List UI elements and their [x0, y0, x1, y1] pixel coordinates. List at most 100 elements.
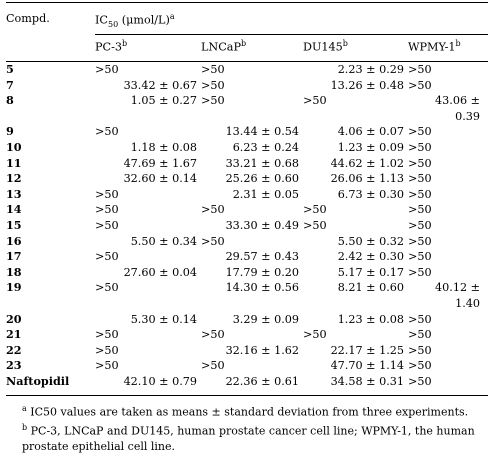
- lncap-value: 14.30 ± 0.56: [225, 281, 299, 295]
- table-row: 17 >50 29.57 ± 0.43 2.42 ± 0.30 >50: [6, 249, 488, 265]
- wpmy1-value: >50: [408, 343, 432, 357]
- table-row: 14 >50 >50 >50 >50: [6, 202, 488, 218]
- pc3-value: >50: [95, 125, 119, 139]
- ic50-table: Compd. IC50 (μmol/L)a PC-3b LNCaPb DU145…: [6, 3, 489, 390]
- pc3-value: 27.60 ± 0.04: [123, 265, 197, 279]
- table-row: 22 >50 32.16 ± 1.62 22.17 ± 1.25 >50: [6, 343, 488, 359]
- wpmy1-value: >50: [408, 172, 432, 186]
- du145-value: >50: [303, 203, 327, 217]
- du145-value: 1.23 ± 0.08: [337, 312, 404, 326]
- wpmy1-value: >50: [408, 265, 432, 279]
- lncap-value: 3.29 ± 0.09: [232, 312, 299, 326]
- wpmy1-value: >50: [408, 125, 432, 139]
- table-row: 18 27.60 ± 0.04 17.79 ± 0.20 5.17 ± 0.17 >50: [6, 265, 488, 281]
- lncap-value: 13.44 ± 0.54: [225, 125, 299, 139]
- wpmy1-value: >50: [408, 328, 432, 342]
- wpmy1-value: >50: [408, 203, 432, 217]
- du145-value: >50: [303, 94, 327, 108]
- table-row: 5 >50 >50 2.23 ± 0.29 >50: [6, 60, 489, 78]
- pc3-value: >50: [95, 328, 119, 342]
- du145-value: 34.58 ± 0.31: [330, 374, 404, 388]
- du145-value: 13.26 ± 0.48: [330, 78, 404, 92]
- du145-value: 5.17 ± 0.17: [337, 265, 404, 279]
- pc3-value: 42.10 ± 0.79: [123, 374, 197, 388]
- col-header-wpmy1: WPMY-1b: [408, 34, 489, 62]
- compound-id: 21: [6, 327, 22, 342]
- wpmy1-value: >50: [408, 187, 432, 201]
- table-row: 10 1.18 ± 0.08 6.23 ± 0.24 1.23 ± 0.09 >50: [6, 140, 488, 156]
- pc3-value: >50: [95, 187, 119, 201]
- lncap-value: >50: [201, 328, 225, 342]
- top-rule: [6, 2, 488, 3]
- lncap-value: 22.36 ± 0.61: [225, 374, 299, 388]
- table-row: Naftopidil 42.10 ± 0.79 22.36 ± 0.61 34.58 …: [6, 374, 488, 390]
- col-header-lncap: LNCaPb: [201, 34, 303, 62]
- du145-value: 6.73 ± 0.30: [337, 187, 404, 201]
- wpmy1-value: >50: [408, 234, 432, 248]
- lncap-value: 29.57 ± 0.43: [225, 250, 299, 264]
- pc3-value: >50: [95, 281, 119, 295]
- table-row: 15 >50 33.30 ± 0.49 >50 >50: [6, 218, 488, 234]
- du145-value: >50: [303, 218, 327, 232]
- compound-id: 11: [6, 155, 22, 170]
- lncap-value: 25.26 ± 0.60: [225, 172, 299, 186]
- wpmy1-value: >50: [408, 374, 432, 388]
- wpmy1-value: 40.12 ± 1.40: [435, 281, 481, 310]
- ic50-header: IC50 (μmol/L)a: [95, 12, 175, 29]
- compound-id: 9: [6, 124, 14, 139]
- compound-id: 15: [6, 217, 22, 232]
- du145-value: >50: [303, 328, 327, 342]
- lncap-value: >50: [201, 60, 303, 78]
- lncap-value: 2.31 ± 0.05: [232, 187, 299, 201]
- compound-id: 22: [6, 342, 22, 357]
- lncap-value: >50: [201, 78, 225, 92]
- wpmy1-value: >50: [408, 312, 432, 326]
- wpmy1-value: 43.06 ± 0.39: [435, 94, 481, 123]
- table-row: 20 5.30 ± 0.14 3.29 ± 0.09 1.23 ± 0.08 >50: [6, 312, 488, 328]
- wpmy1-value: >50: [408, 60, 489, 78]
- compound-id: 14: [6, 202, 22, 217]
- table-row: 7 33.42 ± 0.67 >50 13.26 ± 0.48 >50: [6, 78, 488, 94]
- compound-id: 17: [6, 249, 22, 264]
- du145-value: 44.62 ± 1.02: [330, 156, 404, 170]
- pc3-value: >50: [95, 250, 119, 264]
- table-row: 19 >50 14.30 ± 0.56 8.21 ± 0.60 40.12 ± 1.40: [6, 280, 488, 311]
- pc3-value: 47.69 ± 1.67: [123, 156, 197, 170]
- pc3-value: >50: [95, 359, 119, 373]
- lncap-value: >50: [201, 234, 225, 248]
- lncap-value: >50: [201, 359, 225, 373]
- lncap-value: 33.21 ± 0.68: [225, 156, 299, 170]
- lncap-value: 33.30 ± 0.49: [225, 218, 299, 232]
- table-row: 9 >50 13.44 ± 0.54 4.06 ± 0.07 >50: [6, 124, 488, 140]
- lncap-value: >50: [201, 203, 225, 217]
- du145-value: 8.21 ± 0.60: [337, 281, 404, 295]
- pc3-value: 5.50 ± 0.34: [130, 234, 197, 248]
- compound-id: 18: [6, 264, 22, 279]
- table-row: 21 >50 >50 >50 >50: [6, 327, 488, 343]
- pc3-value: 1.18 ± 0.08: [130, 140, 197, 154]
- du145-value: 26.06 ± 1.13: [330, 172, 404, 186]
- table-row: 8 1.05 ± 0.27 >50 >50 43.06 ± 0.39: [6, 93, 488, 124]
- du145-value: 47.70 ± 1.14: [330, 359, 404, 373]
- wpmy1-value: >50: [408, 250, 432, 264]
- du145-value: 4.06 ± 0.07: [337, 125, 404, 139]
- footnote-a: a IC50 values are taken as means ± stand…: [22, 404, 469, 420]
- compd-header: Compd.: [6, 12, 50, 25]
- wpmy1-value: >50: [408, 156, 432, 170]
- compound-id: 23: [6, 358, 22, 373]
- compound-id: Naftopidil: [6, 373, 70, 388]
- compound-id: 12: [6, 171, 22, 186]
- lncap-value: 17.79 ± 0.20: [225, 265, 299, 279]
- table-row: 12 32.60 ± 0.14 25.26 ± 0.60 26.06 ± 1.13 >5…: [6, 171, 488, 187]
- compound-id: 13: [6, 186, 22, 201]
- wpmy1-value: >50: [408, 218, 432, 232]
- table-row: 11 47.69 ± 1.67 33.21 ± 0.68 44.62 ± 1.02 >5…: [6, 156, 488, 172]
- footnotes: a IC50 values are taken as means ± stand…: [6, 395, 488, 453]
- pc3-value: 33.42 ± 0.67: [123, 78, 197, 92]
- pc3-value: >50: [95, 218, 119, 232]
- wpmy1-value: >50: [408, 140, 432, 154]
- compound-id: 10: [6, 139, 22, 154]
- compound-id: 19: [6, 280, 22, 295]
- du145-value: 2.23 ± 0.29: [303, 60, 408, 78]
